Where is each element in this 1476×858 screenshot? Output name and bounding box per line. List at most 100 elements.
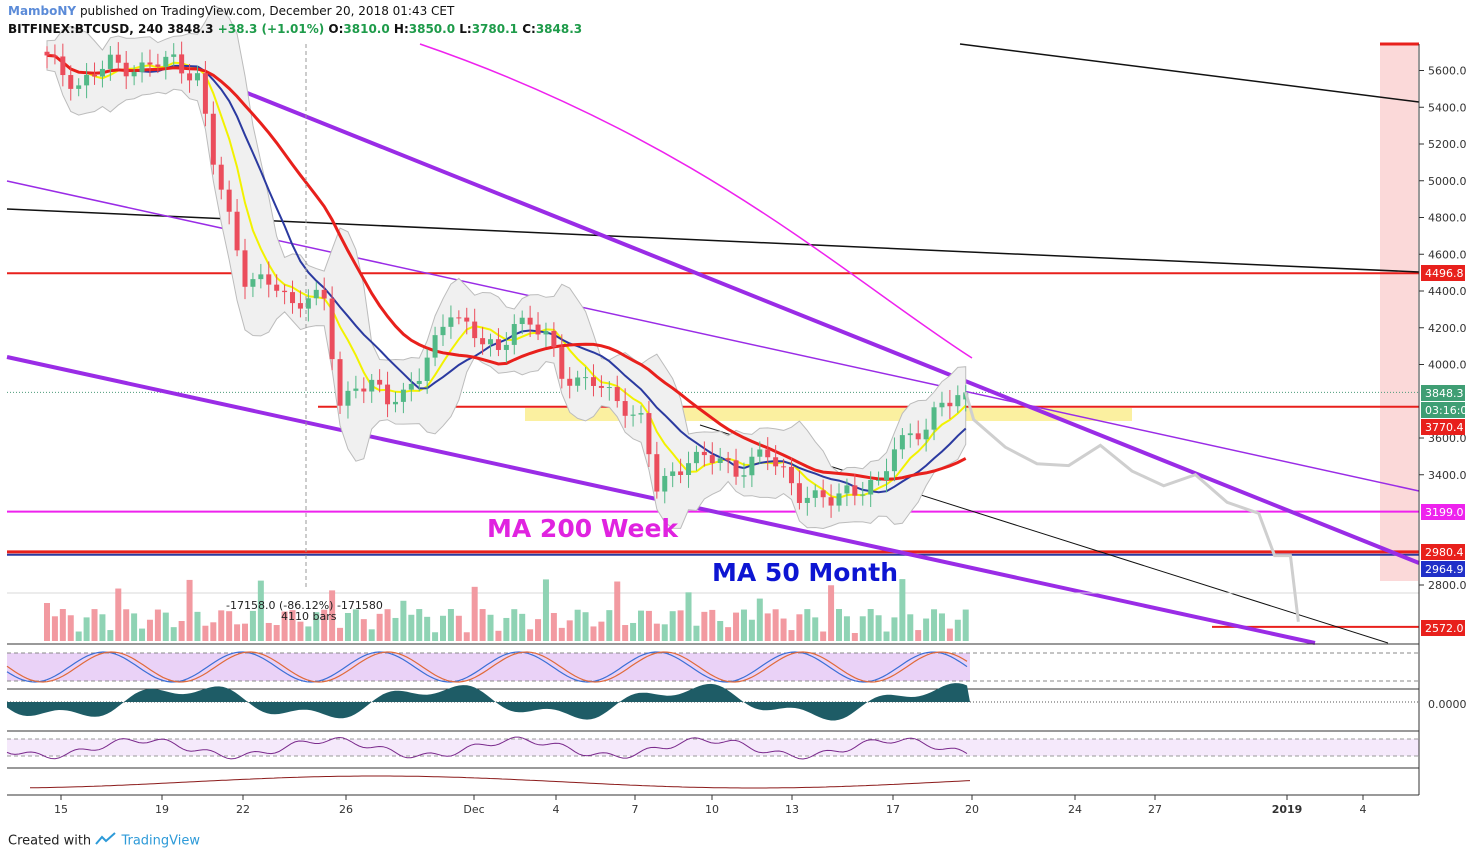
candle-body (242, 250, 248, 287)
candle-body (583, 377, 589, 379)
candle-body (139, 62, 145, 72)
volume-bar (99, 614, 106, 641)
candle-body (614, 387, 620, 402)
candle-body (899, 435, 905, 450)
open-label: O: (328, 22, 344, 36)
candle-body (741, 475, 747, 477)
volume-bar (210, 622, 217, 641)
candle-body (773, 457, 779, 467)
volume-bar (931, 609, 938, 641)
x-tick-label: 2019 (1272, 803, 1303, 816)
price-label-text: 03:16:04 (1425, 404, 1474, 417)
volume-bar (447, 609, 454, 641)
volume-bar (297, 621, 304, 641)
candle-body (630, 414, 636, 416)
candle-body (464, 317, 470, 322)
candle-body (456, 317, 462, 319)
high-label: H: (393, 22, 409, 36)
candle-body (60, 56, 66, 76)
volume-bar (257, 580, 264, 641)
candle-body (52, 55, 58, 57)
candle-body (266, 274, 272, 285)
volume-bar (875, 615, 882, 641)
price-axis[interactable]: 5600.0 5400.0 5200.0 5000.0 4800.0 4600.0 4400… (1419, 65, 1467, 593)
bollinger-fill (46, 4, 967, 529)
volume-bar (313, 612, 320, 641)
price-label-box (1421, 561, 1465, 577)
trendline (154, 54, 1420, 565)
time-axis[interactable]: 15 19 22 26 Dec 4 7 10 13 17 20 24 27 2019 4 (54, 795, 1367, 816)
ma-50-month-label: MA 50 Month (712, 558, 898, 587)
price-label-box (1421, 544, 1465, 560)
candle-body (99, 68, 105, 77)
candle-body (511, 324, 517, 345)
volume-bar (424, 616, 431, 641)
candle-body (868, 479, 874, 495)
candle-body (503, 344, 509, 350)
candle-body (163, 56, 169, 67)
candle-body (495, 339, 501, 350)
candle-body (551, 330, 557, 347)
candle-body (44, 51, 50, 56)
candle-body (765, 449, 771, 458)
tradingview-logo-icon (95, 832, 117, 850)
candle-body (535, 324, 541, 335)
volume-bar (416, 609, 423, 641)
volume-bar (368, 629, 375, 641)
volume-bar (828, 585, 835, 641)
candle-body (796, 483, 802, 503)
candle-body (804, 497, 810, 503)
tradingview-brand[interactable]: TradingView (121, 833, 200, 849)
author-link[interactable]: MamboNY (8, 4, 77, 18)
candle-body (598, 385, 604, 388)
ma-magenta (419, 43, 973, 359)
x-tick-label: 13 (785, 803, 799, 816)
candles[interactable] (44, 41, 969, 518)
candle-body (480, 338, 486, 345)
candle-body (646, 413, 652, 455)
low-value: 3780.1 (471, 22, 519, 36)
candle-body (622, 401, 628, 416)
created-with-text: Created with (8, 833, 92, 849)
y-tick-label: 3400.0 (1428, 469, 1467, 482)
open-value: 3810.0 (343, 22, 390, 36)
candle-body (733, 460, 739, 477)
volume-bar (170, 627, 177, 641)
rsi-band (7, 739, 1419, 756)
candle-body (717, 458, 723, 464)
volume-bar (653, 623, 660, 641)
ma-red (46, 53, 967, 481)
candle-body (931, 407, 937, 430)
symbol-label[interactable]: BITFINEX:BTCUSD, 240 (8, 22, 164, 36)
candle-body (313, 289, 319, 299)
measure-text-2: 4110 bars (281, 610, 337, 623)
volume-bar (693, 625, 700, 641)
volume-bar (764, 613, 771, 641)
volume-bar (242, 623, 248, 641)
volume-bar (186, 579, 193, 641)
candle-body (757, 449, 763, 457)
candle-body (218, 164, 224, 190)
candle-body (812, 490, 818, 498)
trendline (959, 43, 1420, 103)
candle-body (891, 449, 897, 472)
candle-body (725, 458, 731, 461)
volume-bar (954, 619, 961, 641)
candle-body (297, 303, 303, 309)
price-label-text: 3848.3 (1425, 387, 1464, 400)
volume-bar (883, 631, 890, 641)
volume-bar (804, 609, 811, 641)
volume-bar (511, 609, 518, 641)
candle-body (448, 317, 454, 327)
volume-bar (582, 612, 589, 641)
volume-bar (645, 610, 652, 641)
candle-body (638, 413, 644, 415)
volume-bar (843, 616, 850, 641)
candle-body (147, 62, 153, 65)
price-label-text: 3770.4 (1425, 421, 1464, 434)
volume-bar (756, 598, 763, 641)
candle-body (400, 389, 406, 402)
x-tick-label: 15 (54, 803, 68, 816)
y-tick-label: 4400.0 (1428, 285, 1467, 298)
